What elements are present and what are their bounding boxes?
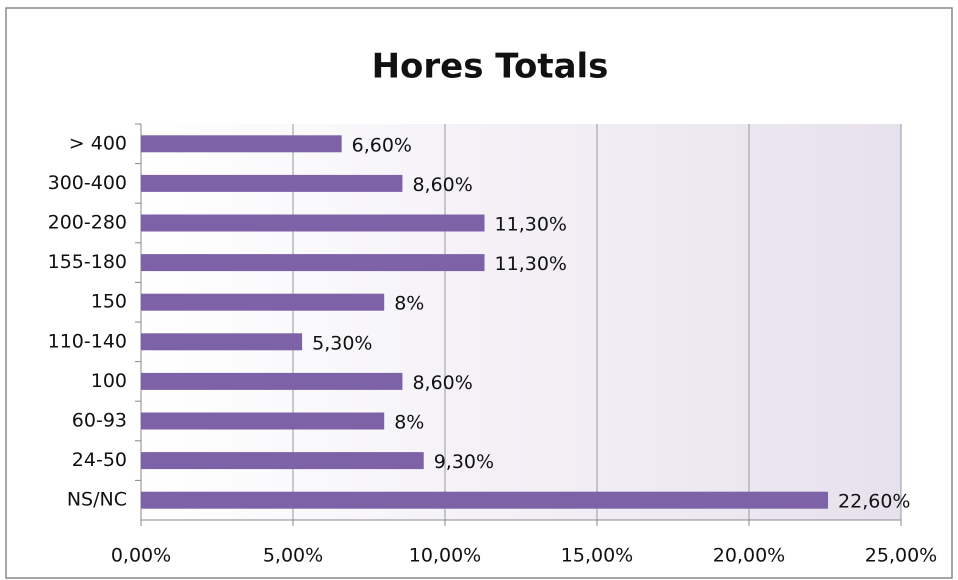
x-tick-label: 0,00% [111,545,171,567]
y-tick-label: 100 [91,370,127,392]
x-tick-label: 20,00% [713,545,785,567]
x-tick-label: 25,00% [865,545,937,567]
value-label: 8% [394,293,424,315]
y-tick-label: 60-93 [72,410,127,432]
bar [141,174,403,192]
x-tick-label: 5,00% [263,545,323,567]
bar [141,293,385,311]
value-label: 8% [394,412,424,434]
bar [141,254,485,272]
value-label: 8,60% [412,372,472,394]
value-label: 8,60% [412,174,472,196]
bar [141,491,829,509]
bar [141,214,485,232]
y-tick-label: 155-180 [48,251,127,273]
value-label: 5,30% [312,332,372,354]
y-tick-label: 110-140 [48,330,127,352]
y-tick-label: NS/NC [67,489,127,511]
value-label: 6,60% [352,134,412,156]
y-tick-label: 24-50 [72,449,127,471]
value-label: 11,30% [495,214,567,236]
value-label: 9,30% [434,451,494,473]
bar [141,372,403,390]
bar [141,452,424,470]
bar [141,135,342,153]
chart-title: Hores Totals [372,47,609,87]
value-label: 22,60% [838,491,910,513]
y-tick-label: 150 [91,291,127,313]
x-tick-label: 15,00% [561,545,633,567]
x-tick-label: 10,00% [409,545,481,567]
bar [141,333,303,351]
y-tick-label: > 400 [69,132,127,154]
bar [141,412,385,430]
y-tick-label: 200-280 [48,212,127,234]
value-label: 11,30% [495,253,567,275]
y-tick-label: 300-400 [48,172,127,194]
